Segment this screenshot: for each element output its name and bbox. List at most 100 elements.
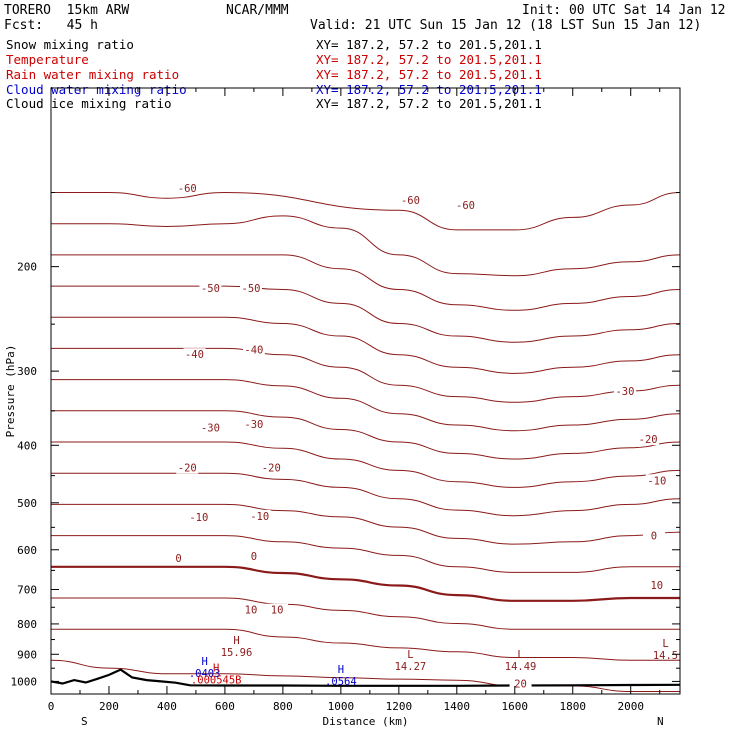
center-title: NCAR/MMM <box>226 3 289 18</box>
contour-label: 0 <box>651 531 657 543</box>
contour-label-bg <box>645 474 668 487</box>
x-axis-label: Distance (km) <box>322 715 408 728</box>
contour-label-bg <box>240 603 263 616</box>
contour-label-bg <box>176 182 199 195</box>
y-tick-label: 600 <box>17 544 37 557</box>
contour-label: -20 <box>178 463 197 475</box>
legend-xy-cloud-water: XY= 187.2, 57.2 to 201.5,201.1 <box>316 82 542 97</box>
contour-label: -50 <box>201 283 220 295</box>
x-tick-label: 400 <box>157 700 177 713</box>
model-title: TORERO 15km ARW <box>4 3 130 18</box>
extremum-type: L <box>517 649 523 661</box>
terrain-line <box>50 668 681 687</box>
isotherm--25 <box>51 410 681 460</box>
extremum-value: .000545B <box>191 675 242 687</box>
isotherm--35 <box>51 347 681 403</box>
isotherm--5 <box>51 535 680 573</box>
temperature-contours <box>50 191 681 692</box>
legend-xy-snow: XY= 187.2, 57.2 to 201.5,201.1 <box>316 37 542 52</box>
contour-label-bg <box>642 529 665 542</box>
contour-label-bg <box>187 510 210 523</box>
contour-label-bg <box>637 433 660 446</box>
contour-label-bg <box>183 348 206 361</box>
contour-label: -20 <box>639 434 658 446</box>
valid-time: Valid: 21 UTC Sun 15 Jan 12 (18 LST Sun … <box>310 18 702 33</box>
axes: 0 200 400 600 800 1000 1200 1400 1600 1800 2000200… <box>11 88 680 713</box>
legend-label-temperature: Temperature <box>6 52 89 67</box>
contour-label: -60 <box>456 200 475 212</box>
contour-label: -60 <box>401 195 420 207</box>
contour-label: 0 <box>175 553 181 565</box>
legend-label-cloud-ice: Cloud ice mixing ratio <box>6 96 172 111</box>
legend-label-rain: Rain water mixing ratio <box>6 67 180 82</box>
isotherm--20 <box>51 441 681 488</box>
terrain-layer <box>50 668 681 687</box>
contour-label-bg <box>613 384 636 397</box>
contour-label-bg <box>242 549 265 562</box>
isotherm--60 <box>51 191 681 231</box>
contour-label: 10 <box>245 605 258 617</box>
contour-label: -40 <box>185 349 204 361</box>
extremum-value: 15.96 <box>221 647 253 659</box>
extremum-value: .0403 <box>189 668 221 680</box>
contour-label-bg <box>248 509 271 522</box>
contour-label-bg <box>645 578 668 591</box>
contour-label-bg <box>242 343 265 356</box>
contour-label: -10 <box>250 511 269 523</box>
y-tick-label: 400 <box>17 439 37 452</box>
x-tick-label: 1200 <box>386 700 413 713</box>
y-tick-label: 700 <box>17 584 37 597</box>
isotherm--15 <box>50 472 681 517</box>
extrema-markers: H15.96 L14.27L14.49L14.5H.0403H.000545BH.… <box>189 635 678 688</box>
contour-label-bg <box>199 281 222 294</box>
contour-label-bg <box>399 193 422 206</box>
legend-xy-rain: XY= 187.2, 57.2 to 201.5,201.1 <box>316 67 542 82</box>
forecast-hour: Fcst: 45 h <box>4 18 98 33</box>
isotherm--50 <box>51 254 681 311</box>
x-tick-label: 2000 <box>617 700 644 713</box>
y-tick-label: 1000 <box>11 675 38 688</box>
x-tick-label: 800 <box>273 700 293 713</box>
isotherm--40 <box>51 316 681 374</box>
x-tick-label: 200 <box>99 700 119 713</box>
isotherm-0 <box>51 565 680 602</box>
contour-label: -60 <box>178 183 197 195</box>
contour-label-bg <box>240 281 263 294</box>
extremum-type: H <box>338 664 344 676</box>
contour-label-bg <box>454 198 477 211</box>
legend-xy-temperature: XY= 187.2, 57.2 to 201.5,201.1 <box>316 52 542 67</box>
isotherm-5 <box>51 597 680 630</box>
contour-label: -30 <box>615 386 634 398</box>
contour-label-bg <box>167 552 190 565</box>
x-tick-label: 1800 <box>560 700 587 713</box>
y-tick-label: 500 <box>17 497 37 510</box>
contour-label-bg <box>242 418 265 431</box>
contour-label-bg <box>266 603 289 616</box>
contour-label-bg <box>199 421 222 434</box>
contour-label: -50 <box>242 283 261 295</box>
contour-label: -30 <box>244 419 263 431</box>
y-tick-label: 900 <box>17 648 37 661</box>
init-time: Init: 00 UTC Sat 14 Jan 12 <box>522 3 726 18</box>
x-tick-label: 1400 <box>444 700 471 713</box>
contour-label: -30 <box>201 423 220 435</box>
contour-labels: -60 -60 -60 -50 -50 -40 -40 -30 -30 -30 -20 -20 -20 -… <box>167 182 668 691</box>
isotherm--55 <box>50 215 681 277</box>
contour-label: -20 <box>262 463 281 475</box>
contour-label: 10 <box>650 580 663 592</box>
x-tick-label: 1600 <box>502 700 529 713</box>
x-axis-end-label: N <box>657 715 664 728</box>
legend-label-snow: Snow mixing ratio <box>6 37 134 52</box>
extremum-value: 14.49 <box>505 661 537 673</box>
contour-label: -10 <box>189 512 208 524</box>
x-tick-label: 600 <box>215 700 235 713</box>
extremum-type: H <box>213 663 219 675</box>
contour-label: 0 <box>251 551 257 563</box>
extremum-type: H <box>201 656 207 668</box>
legend-label-cloud-water: Cloud water mixing ratio <box>6 82 187 97</box>
extremum-value: .0564 <box>325 676 357 688</box>
isotherm-10 <box>50 628 680 661</box>
contour-label: 10 <box>271 605 284 617</box>
contour-label: -40 <box>244 345 263 357</box>
legend-xy-cloud-ice: XY= 187.2, 57.2 to 201.5,201.1 <box>316 96 542 111</box>
